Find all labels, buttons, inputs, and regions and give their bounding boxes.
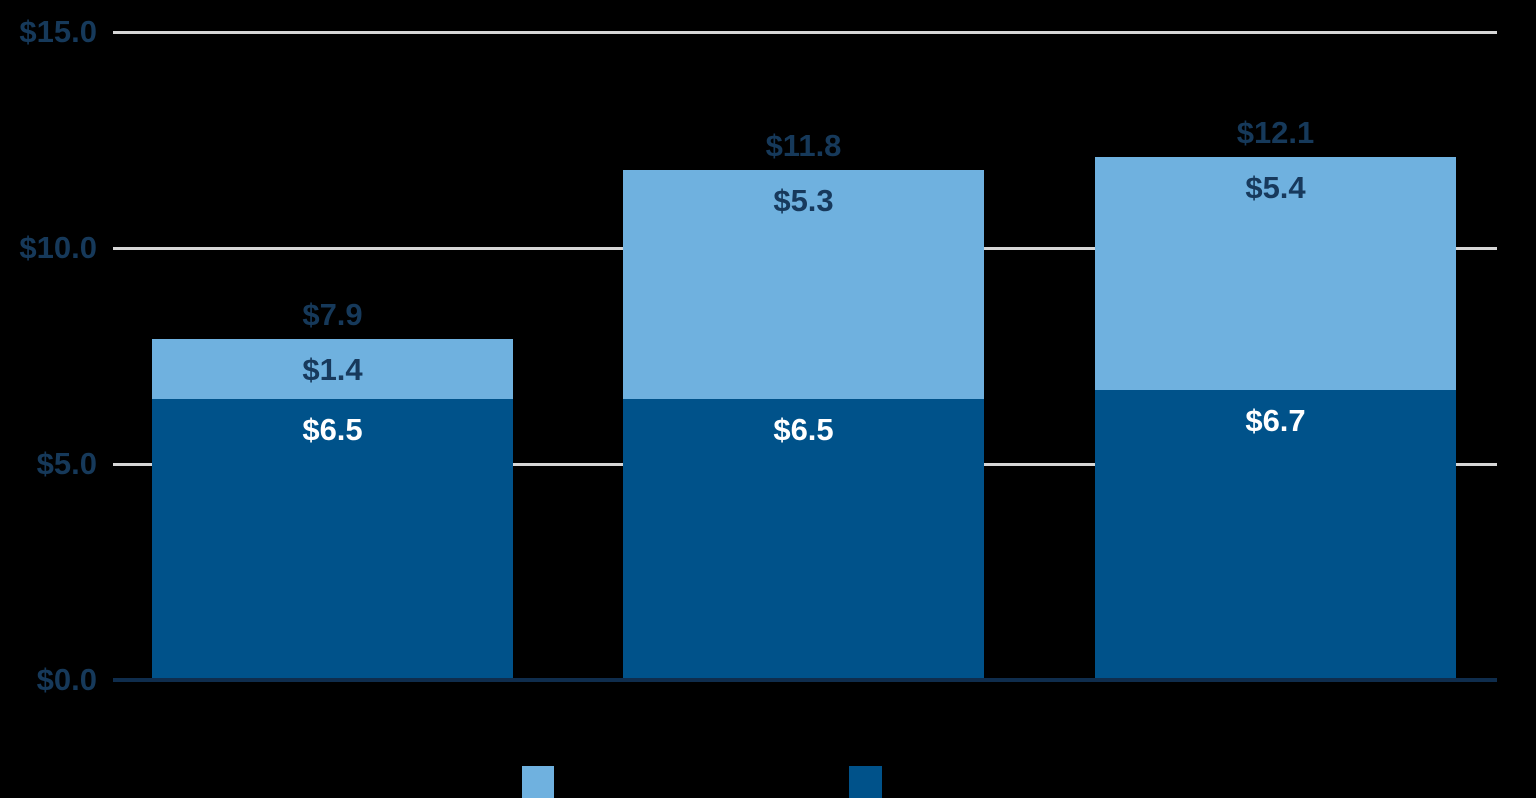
bar-group: $5.3 $6.5 xyxy=(623,170,984,680)
y-axis-tick-label: $5.0 xyxy=(36,446,97,481)
bar-segment-top: $5.3 xyxy=(623,170,984,399)
x-axis-line xyxy=(113,678,1497,682)
bar-group: $5.4 $6.7 xyxy=(1095,157,1456,680)
bar-segment-bottom: $6.5 xyxy=(152,399,513,680)
bar-segment-top: $1.4 xyxy=(152,339,513,399)
segment-value-label: $5.3 xyxy=(773,183,834,218)
y-axis-tick-label: $15.0 xyxy=(19,14,97,49)
bar-group: $1.4 $6.5 xyxy=(152,339,513,680)
bar-total-label: $7.9 xyxy=(302,297,363,332)
y-axis-tick-label: $10.0 xyxy=(19,230,97,265)
segment-value-label: $1.4 xyxy=(302,352,363,387)
legend-swatch xyxy=(522,766,554,798)
bar-segment-top: $5.4 xyxy=(1095,157,1456,390)
y-axis-tick-label: $0.0 xyxy=(36,662,97,697)
bar-segment-bottom: $6.5 xyxy=(623,399,984,680)
bar-total-label: $12.1 xyxy=(1236,115,1315,150)
legend-swatch xyxy=(849,766,882,798)
segment-value-label: $6.7 xyxy=(1245,403,1306,438)
segment-value-label: $6.5 xyxy=(302,412,363,447)
gridline xyxy=(113,31,1497,34)
segment-value-label: $6.5 xyxy=(773,412,834,447)
segment-value-label: $5.4 xyxy=(1245,170,1306,205)
bar-total-label: $11.8 xyxy=(765,128,842,163)
bar-segment-bottom: $6.7 xyxy=(1095,390,1456,680)
